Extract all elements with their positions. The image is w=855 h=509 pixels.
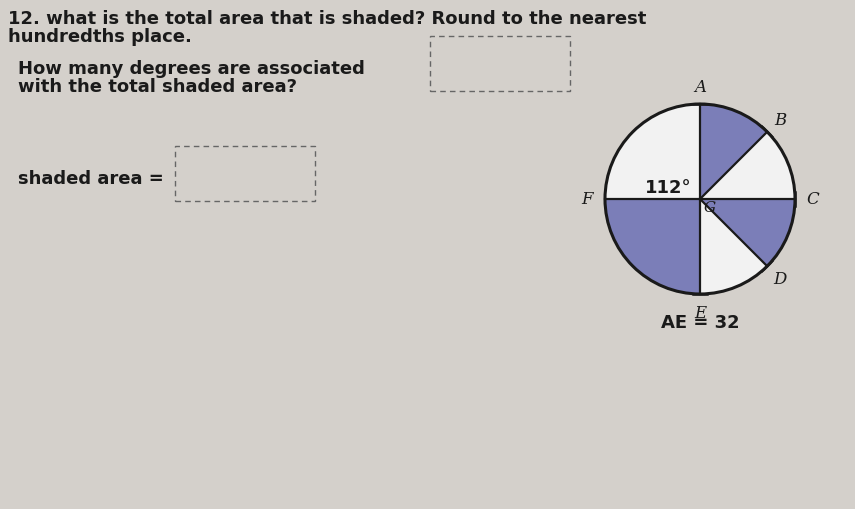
Wedge shape [700,132,795,200]
Wedge shape [605,200,700,294]
Wedge shape [605,105,700,200]
Wedge shape [700,200,795,267]
Text: How many degrees are associated: How many degrees are associated [18,60,365,78]
Text: G: G [704,201,716,215]
Text: D: D [773,271,787,288]
Bar [430,37,570,92]
Text: B: B [774,111,786,128]
Text: 112°: 112° [645,179,692,196]
Text: with the total shaded area?: with the total shaded area? [18,78,297,96]
Text: A: A [694,78,706,95]
Text: hundredths place.: hundredths place. [8,28,192,46]
Text: AE = 32: AE = 32 [661,314,740,331]
Wedge shape [700,200,767,294]
Text: E: E [694,304,706,321]
Text: C: C [806,191,819,208]
Text: F: F [581,191,593,208]
Text: 12. what is the total area that is shaded? Round to the nearest: 12. what is the total area that is shade… [8,10,646,28]
Text: shaded area =: shaded area = [18,169,164,188]
Bar [175,147,315,202]
Wedge shape [700,105,767,200]
